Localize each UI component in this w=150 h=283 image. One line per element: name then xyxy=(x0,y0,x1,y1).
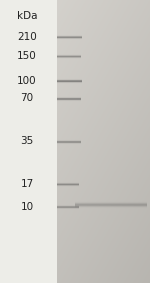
Text: 10: 10 xyxy=(20,201,34,212)
Text: 210: 210 xyxy=(17,32,37,42)
Text: 150: 150 xyxy=(17,51,37,61)
Text: 70: 70 xyxy=(20,93,34,104)
Text: 17: 17 xyxy=(20,179,34,189)
Text: 100: 100 xyxy=(17,76,37,86)
Text: kDa: kDa xyxy=(17,11,37,22)
Text: 35: 35 xyxy=(20,136,34,147)
